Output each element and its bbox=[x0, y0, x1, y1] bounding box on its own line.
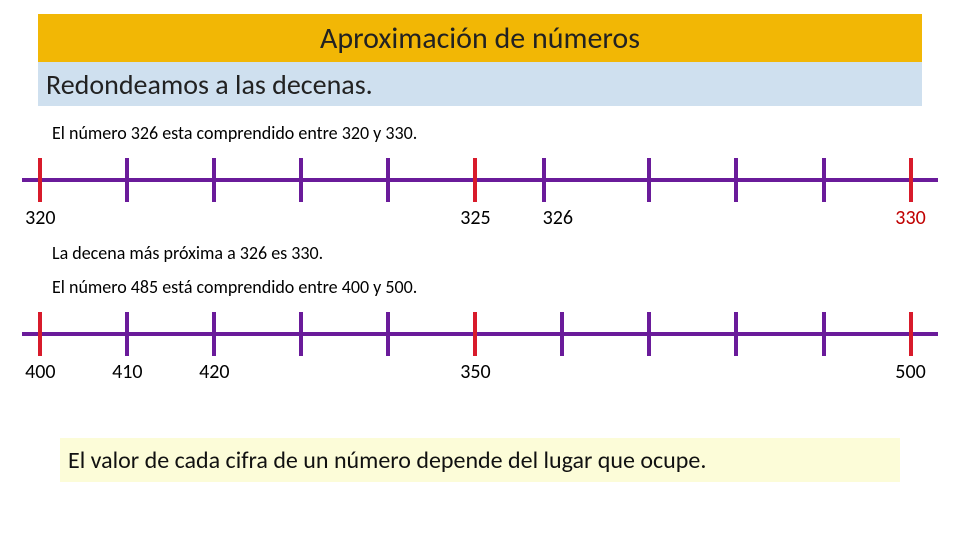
number-line-tick bbox=[560, 312, 564, 356]
number-line-tick bbox=[822, 312, 826, 356]
number-line-1: 320325326330 bbox=[22, 148, 938, 214]
number-line-tick bbox=[299, 158, 303, 202]
number-line-tick bbox=[212, 312, 216, 356]
number-line-tick bbox=[125, 158, 129, 202]
explainer-text-3: El número 485 está comprendido entre 400… bbox=[52, 276, 417, 298]
number-line-axis bbox=[22, 178, 938, 182]
number-line-label: 400 bbox=[25, 360, 55, 384]
title-band: Aproximación de números bbox=[38, 14, 922, 62]
number-line-tick bbox=[386, 158, 390, 202]
number-line-label: 420 bbox=[199, 360, 229, 384]
number-line-tick bbox=[909, 312, 913, 356]
footer-text: El valor de cada cifra de un número depe… bbox=[68, 446, 706, 475]
number-line-label: 350 bbox=[460, 360, 490, 384]
number-line-tick bbox=[542, 158, 546, 202]
number-line-label: 500 bbox=[895, 360, 925, 384]
number-line-2: 400410420350500 bbox=[22, 302, 938, 368]
subtitle-band: Redondeamos a las decenas. bbox=[38, 62, 922, 106]
number-line-tick bbox=[822, 158, 826, 202]
number-line-label: 326 bbox=[543, 206, 573, 230]
number-line-tick bbox=[734, 158, 738, 202]
number-line-label: 325 bbox=[460, 206, 490, 230]
number-line-tick bbox=[647, 312, 651, 356]
number-line-tick bbox=[38, 158, 42, 202]
number-line-label: 330 bbox=[895, 206, 925, 230]
number-line-tick bbox=[473, 312, 477, 356]
number-line-axis bbox=[22, 332, 938, 336]
number-line-label: 320 bbox=[25, 206, 55, 230]
number-line-label: 410 bbox=[112, 360, 142, 384]
number-line-tick bbox=[38, 312, 42, 356]
number-line-tick bbox=[647, 158, 651, 202]
explainer-text-1: El número 326 esta comprendido entre 320… bbox=[52, 122, 417, 144]
number-line-tick bbox=[909, 158, 913, 202]
number-line-tick bbox=[125, 312, 129, 356]
number-line-tick bbox=[386, 312, 390, 356]
footer-highlight: El valor de cada cifra de un número depe… bbox=[60, 438, 900, 482]
subtitle-text: Redondeamos a las decenas. bbox=[46, 67, 373, 102]
number-line-tick bbox=[734, 312, 738, 356]
number-line-tick bbox=[473, 158, 477, 202]
number-line-tick bbox=[212, 158, 216, 202]
explainer-text-2: La decena más próxima a 326 es 330. bbox=[52, 242, 323, 264]
page-title: Aproximación de números bbox=[38, 20, 922, 57]
number-line-tick bbox=[299, 312, 303, 356]
